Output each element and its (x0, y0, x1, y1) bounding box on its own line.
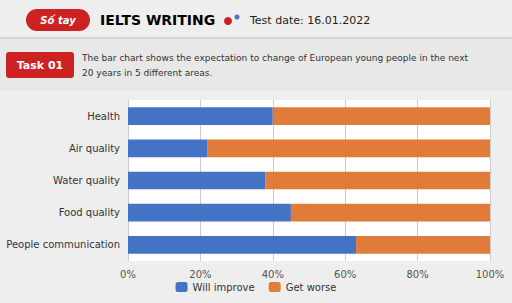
svg-text:80%: 80% (406, 269, 428, 280)
svg-text:60%: 60% (334, 269, 356, 280)
svg-text:People communication: People communication (6, 239, 120, 250)
svg-text:0%: 0% (120, 269, 136, 280)
svg-text:Health: Health (87, 111, 120, 122)
svg-text:Air quality: Air quality (69, 143, 120, 154)
svg-text:Số tay: Số tay (40, 14, 76, 26)
svg-text:The bar chart shows the expect: The bar chart shows the expectation to c… (81, 53, 469, 63)
svg-text:Get worse: Get worse (286, 282, 337, 293)
svg-text:Task 01: Task 01 (17, 59, 64, 72)
svg-text:20 years in 5 different areas.: 20 years in 5 different areas. (82, 68, 212, 78)
svg-text:Will improve: Will improve (193, 282, 255, 293)
svg-text:IELTS WRITING: IELTS WRITING (100, 12, 215, 28)
svg-text:Food quality: Food quality (59, 207, 120, 218)
svg-text:Test date: 16.01.2022: Test date: 16.01.2022 (249, 14, 370, 27)
svg-text:100%: 100% (476, 269, 505, 280)
svg-text:20%: 20% (189, 269, 211, 280)
svg-text:Water quality: Water quality (53, 175, 120, 186)
svg-text:40%: 40% (262, 269, 284, 280)
